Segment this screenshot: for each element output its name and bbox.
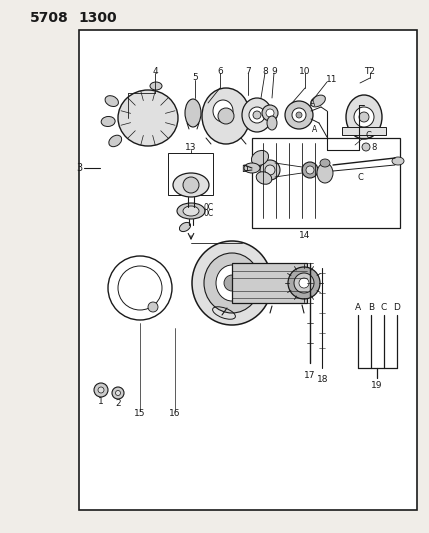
Circle shape bbox=[359, 112, 369, 122]
Text: 19: 19 bbox=[371, 381, 383, 390]
Text: 11: 11 bbox=[326, 76, 338, 85]
Ellipse shape bbox=[346, 95, 382, 139]
Text: 1: 1 bbox=[98, 397, 104, 406]
Bar bbox=[168, 153, 213, 195]
Ellipse shape bbox=[204, 253, 260, 313]
Ellipse shape bbox=[192, 241, 272, 325]
Circle shape bbox=[115, 391, 121, 395]
Ellipse shape bbox=[118, 90, 178, 146]
Text: A: A bbox=[355, 303, 361, 312]
Circle shape bbox=[112, 387, 124, 399]
Text: 16: 16 bbox=[169, 408, 181, 417]
Text: C: C bbox=[381, 303, 387, 312]
Text: D: D bbox=[242, 166, 248, 174]
Ellipse shape bbox=[150, 82, 162, 90]
Text: D: D bbox=[393, 303, 400, 312]
Circle shape bbox=[253, 111, 261, 119]
Ellipse shape bbox=[216, 265, 248, 301]
Ellipse shape bbox=[179, 222, 190, 231]
Circle shape bbox=[249, 107, 265, 123]
Text: A: A bbox=[310, 99, 316, 108]
Text: 0C: 0C bbox=[203, 204, 213, 213]
Bar bbox=[342, 127, 386, 135]
Circle shape bbox=[302, 162, 318, 178]
Text: 8: 8 bbox=[262, 67, 268, 76]
Bar bbox=[252, 138, 400, 228]
Circle shape bbox=[292, 108, 306, 122]
Ellipse shape bbox=[185, 99, 201, 127]
Ellipse shape bbox=[317, 163, 333, 183]
Text: 10: 10 bbox=[299, 67, 311, 76]
Circle shape bbox=[98, 387, 104, 393]
Text: 3: 3 bbox=[76, 163, 82, 173]
Text: 13: 13 bbox=[185, 143, 197, 152]
Ellipse shape bbox=[202, 88, 250, 144]
Text: 2: 2 bbox=[115, 400, 121, 408]
Text: 5708: 5708 bbox=[30, 11, 69, 25]
Circle shape bbox=[148, 302, 158, 312]
Ellipse shape bbox=[242, 98, 272, 132]
Ellipse shape bbox=[183, 206, 199, 216]
Text: 18: 18 bbox=[317, 376, 329, 384]
Text: C: C bbox=[358, 174, 364, 182]
Ellipse shape bbox=[213, 100, 233, 122]
Circle shape bbox=[224, 275, 240, 291]
Text: 17: 17 bbox=[304, 370, 316, 379]
Ellipse shape bbox=[177, 203, 205, 219]
Ellipse shape bbox=[256, 172, 272, 184]
Ellipse shape bbox=[101, 117, 115, 126]
Ellipse shape bbox=[173, 173, 209, 197]
Circle shape bbox=[354, 107, 374, 127]
Circle shape bbox=[288, 267, 320, 299]
Circle shape bbox=[294, 273, 314, 293]
Ellipse shape bbox=[311, 95, 325, 107]
Ellipse shape bbox=[320, 159, 330, 167]
Text: 8: 8 bbox=[372, 142, 377, 151]
Circle shape bbox=[260, 160, 280, 180]
Text: 7: 7 bbox=[245, 67, 251, 76]
Text: 4: 4 bbox=[152, 67, 158, 76]
Text: A: A bbox=[312, 125, 317, 133]
Bar bbox=[232, 263, 307, 303]
Circle shape bbox=[299, 278, 309, 288]
Circle shape bbox=[218, 108, 234, 124]
Text: 5: 5 bbox=[192, 74, 198, 83]
Text: T2: T2 bbox=[365, 67, 375, 76]
Circle shape bbox=[265, 165, 275, 175]
Circle shape bbox=[94, 383, 108, 397]
Ellipse shape bbox=[109, 135, 122, 147]
Circle shape bbox=[306, 166, 314, 174]
Bar bbox=[79, 30, 417, 510]
Text: B: B bbox=[368, 303, 374, 312]
Text: 0C: 0C bbox=[203, 209, 213, 219]
Circle shape bbox=[183, 177, 199, 193]
Circle shape bbox=[262, 105, 278, 121]
Text: C: C bbox=[365, 132, 371, 141]
Text: 9: 9 bbox=[271, 67, 277, 76]
Circle shape bbox=[285, 101, 313, 129]
Circle shape bbox=[296, 112, 302, 118]
Text: 14: 14 bbox=[299, 230, 311, 239]
Text: 6: 6 bbox=[217, 67, 223, 76]
Ellipse shape bbox=[267, 116, 277, 130]
Ellipse shape bbox=[392, 157, 404, 165]
Circle shape bbox=[362, 143, 370, 151]
Circle shape bbox=[266, 109, 274, 117]
Ellipse shape bbox=[251, 150, 269, 166]
Ellipse shape bbox=[105, 96, 118, 107]
Text: 15: 15 bbox=[134, 408, 146, 417]
Ellipse shape bbox=[244, 163, 260, 173]
Text: 1300: 1300 bbox=[78, 11, 117, 25]
